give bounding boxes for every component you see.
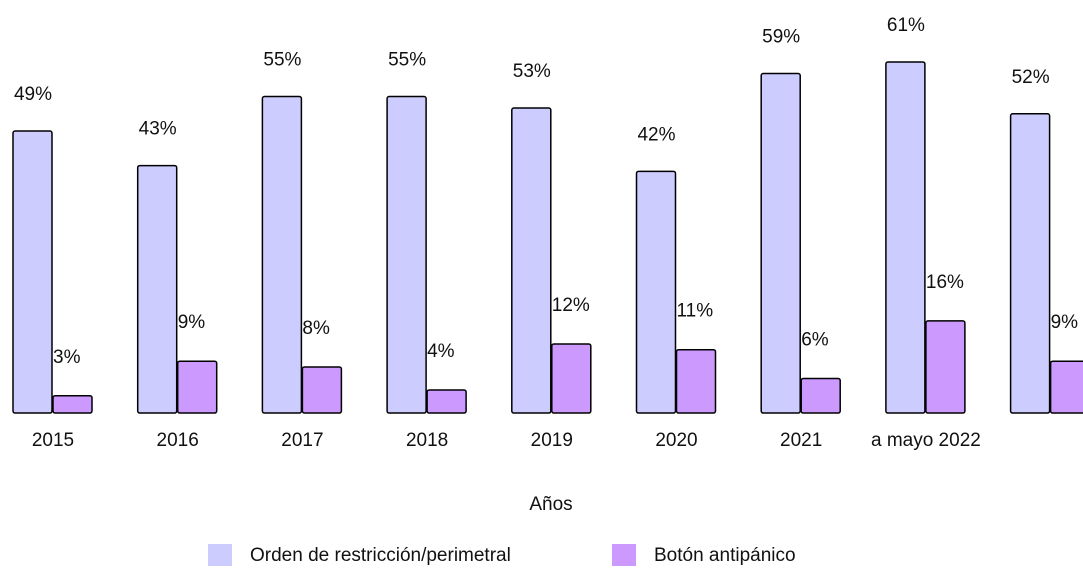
value-label: 42% xyxy=(637,124,675,145)
bar xyxy=(1009,113,1051,414)
value-label: 59% xyxy=(762,27,800,48)
x-tick-label: 2016 xyxy=(157,430,199,451)
value-label: 11% xyxy=(677,301,714,322)
bar xyxy=(12,130,53,414)
value-label: 9% xyxy=(178,312,206,333)
x-tick-label: 2020 xyxy=(655,430,697,451)
value-label: 61% xyxy=(887,15,925,36)
legend-swatch xyxy=(208,544,232,566)
value-label: 52% xyxy=(1012,67,1050,88)
bar xyxy=(675,348,717,414)
legend-label: Botón antipánico xyxy=(654,545,796,566)
value-label: 8% xyxy=(302,318,330,339)
x-tick-label: a mayo 2022 xyxy=(871,430,981,451)
value-label: 9% xyxy=(1051,312,1079,333)
bar xyxy=(800,377,841,414)
x-tick-label: 2018 xyxy=(406,430,448,451)
bar xyxy=(1049,360,1083,414)
bar xyxy=(301,366,343,414)
x-tick-label: 2017 xyxy=(281,430,323,451)
bar xyxy=(511,107,552,414)
bar xyxy=(760,72,801,414)
x-tick-label: 2019 xyxy=(531,430,573,451)
bar xyxy=(885,61,926,414)
bar xyxy=(52,394,93,414)
value-label: 4% xyxy=(427,341,455,362)
value-label: 53% xyxy=(513,61,551,82)
bar xyxy=(136,164,178,414)
value-label: 49% xyxy=(14,84,52,105)
value-label: 55% xyxy=(388,50,426,71)
bar xyxy=(426,389,467,414)
legend-swatch xyxy=(612,544,636,566)
value-label: 3% xyxy=(53,347,81,368)
value-label: 12% xyxy=(552,295,590,316)
bar xyxy=(176,360,218,414)
legend-label: Orden de restricción/perimetral xyxy=(250,545,511,566)
bar xyxy=(261,95,303,414)
x-axis-label: Años xyxy=(529,494,572,515)
value-label: 6% xyxy=(801,329,829,350)
bar xyxy=(551,343,592,414)
x-tick-label: 2021 xyxy=(780,430,822,451)
value-label: 55% xyxy=(263,50,301,71)
value-label: 43% xyxy=(139,119,177,140)
bar xyxy=(635,170,677,414)
value-label: 16% xyxy=(926,272,964,293)
bar xyxy=(925,320,966,414)
bar xyxy=(386,95,427,414)
x-tick-label: 2015 xyxy=(32,430,74,451)
